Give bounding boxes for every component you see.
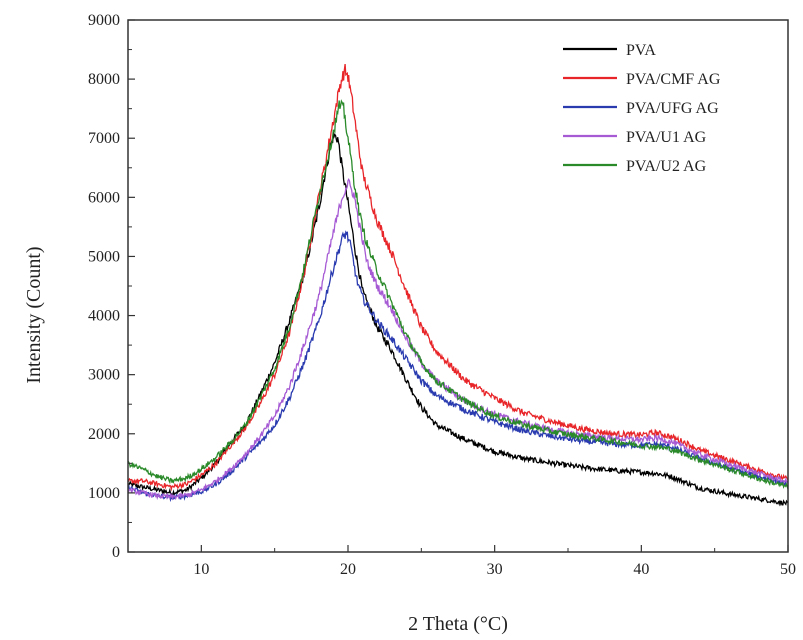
y-tick-label: 4000 — [88, 308, 120, 325]
y-tick-labels: 0 1000 2000 3000 4000 5000 6000 7000 8000 9000 — [88, 12, 120, 561]
y-tick-label: 7000 — [88, 130, 120, 147]
y-tick-label: 5000 — [88, 248, 120, 265]
x-tick-label: 20 — [340, 561, 356, 578]
y-tick-label: 0 — [112, 544, 120, 561]
x-tick-label: 40 — [633, 561, 649, 578]
x-tick-label: 50 — [780, 561, 796, 578]
legend: PVA PVA/CMF AG PVA/UFG AG PVA/U1 AG PVA/U2 A… — [563, 42, 721, 175]
y-tick-label: 1000 — [88, 485, 120, 502]
legend-label: PVA/U1 AG — [626, 129, 707, 146]
legend-label: PVA — [626, 42, 656, 59]
legend-label: PVA/CMF AG — [626, 71, 721, 88]
plot-lines — [127, 64, 789, 507]
y-tick-label: 3000 — [88, 367, 120, 384]
y-tick-label: 8000 — [88, 71, 120, 88]
x-tick-label: 10 — [193, 561, 209, 578]
series-line-2 — [127, 64, 789, 492]
series-line-3 — [127, 230, 789, 503]
legend-label: PVA/U2 AG — [626, 158, 707, 175]
series-line-1 — [127, 131, 789, 507]
y-tick-label: 6000 — [88, 189, 120, 206]
axis-ticks — [127, 19, 789, 553]
series-line-5 — [127, 99, 789, 490]
y-tick-label: 2000 — [88, 426, 120, 443]
legend-label: PVA/UFG AG — [626, 100, 719, 117]
x-tick-labels: 10 20 30 40 50 — [193, 561, 796, 578]
y-axis-title: Intensity (Count) — [23, 246, 45, 383]
x-tick-label: 30 — [487, 561, 503, 578]
x-axis-title: 2 Theta (°C) — [408, 613, 508, 635]
y-tick-label: 9000 — [88, 12, 120, 29]
